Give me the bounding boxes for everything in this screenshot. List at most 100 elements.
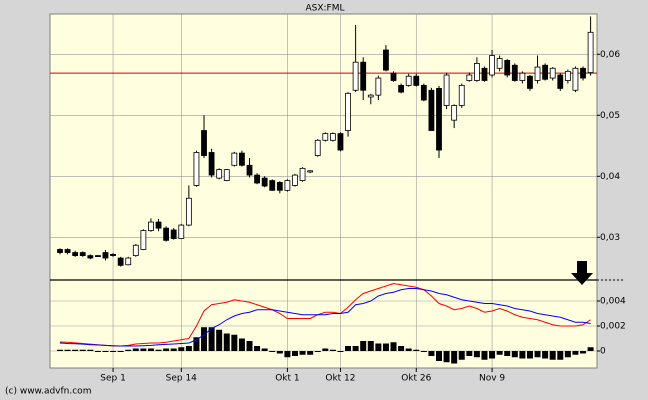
histogram-bar xyxy=(352,346,359,351)
histogram-bar xyxy=(79,349,86,351)
y-tick-label: 0,002 xyxy=(600,322,626,332)
histogram-bar xyxy=(458,351,465,360)
x-tick-label: Okt 12 xyxy=(325,374,355,384)
histogram-bar xyxy=(481,351,488,360)
histogram-bar xyxy=(504,351,511,356)
candle-body xyxy=(466,74,473,81)
candle-body xyxy=(413,75,420,86)
candle-body xyxy=(549,67,556,79)
histogram-bar xyxy=(405,348,412,351)
chart-title: ASX:FML xyxy=(305,4,344,14)
histogram-bar xyxy=(511,351,518,358)
candle-body xyxy=(314,139,321,156)
candle-body xyxy=(57,249,63,253)
histogram-bar xyxy=(390,342,397,351)
x-tick-label: Sep 1 xyxy=(100,374,126,384)
candle-body xyxy=(337,133,344,151)
candle-body xyxy=(322,133,329,141)
histogram-bar xyxy=(443,351,450,363)
y-tick-label: 0,06 xyxy=(600,50,620,60)
histogram-bar xyxy=(367,341,374,351)
histogram-bar xyxy=(284,351,291,358)
candle-body xyxy=(360,61,367,91)
histogram-bar xyxy=(185,346,192,351)
candle-body xyxy=(473,63,480,81)
histogram-bar xyxy=(155,349,162,351)
histogram-bar xyxy=(420,351,427,352)
candle-body xyxy=(276,181,283,191)
candle-body xyxy=(163,227,170,241)
histogram-bar xyxy=(110,351,117,352)
histogram-bar xyxy=(413,349,420,351)
candle-body xyxy=(208,152,215,176)
candle-body xyxy=(420,84,427,101)
x-tick-label: Nov 9 xyxy=(479,374,505,384)
histogram-bar xyxy=(238,338,245,351)
histogram-bar xyxy=(261,348,268,351)
arrow-icon xyxy=(571,261,593,285)
candle-body xyxy=(132,244,139,256)
histogram-bar xyxy=(57,349,63,351)
candle-body xyxy=(481,67,488,81)
histogram-bar xyxy=(451,351,458,364)
candle-body xyxy=(193,152,200,186)
histogram-bar xyxy=(345,346,352,351)
candle-body xyxy=(511,64,518,81)
histogram-bar xyxy=(564,351,571,358)
histogram-bar xyxy=(572,351,579,355)
candle-body xyxy=(519,72,526,81)
candle-body xyxy=(580,67,586,79)
candle-body xyxy=(201,130,207,156)
histogram-bar xyxy=(193,337,200,351)
histogram-bar xyxy=(542,351,549,359)
histogram-bar xyxy=(208,327,215,351)
candle-body xyxy=(489,55,495,76)
candle-body xyxy=(299,167,306,181)
histogram-bar xyxy=(94,351,101,352)
histogram-bar xyxy=(496,351,503,355)
histogram-bar xyxy=(382,343,389,351)
candle-body xyxy=(117,257,124,266)
candle-body xyxy=(110,253,116,256)
histogram-bar xyxy=(549,351,556,360)
candle-body xyxy=(367,94,374,98)
histogram-bar xyxy=(534,351,541,358)
candle-body xyxy=(383,49,389,71)
histogram-bar xyxy=(322,348,329,351)
y-tick-label: 0,004 xyxy=(600,297,626,307)
candle-body xyxy=(443,74,450,106)
candle-body xyxy=(405,75,412,86)
candle-body xyxy=(178,224,185,239)
price-panel xyxy=(49,13,598,281)
candle-body xyxy=(284,180,291,191)
candle-body xyxy=(527,75,533,89)
candle-body xyxy=(148,221,154,231)
histogram-bar xyxy=(163,348,170,351)
x-tick-label: Okt 1 xyxy=(275,374,299,384)
histogram-bar xyxy=(291,351,298,356)
histogram-bar xyxy=(254,346,261,351)
candle-body xyxy=(239,152,245,166)
histogram-bar xyxy=(466,351,473,356)
candle-body xyxy=(496,58,503,69)
histogram-bar xyxy=(246,341,253,351)
histogram-bar xyxy=(489,351,496,359)
candle-body xyxy=(170,229,177,239)
candle-body xyxy=(307,170,314,173)
histogram-bar xyxy=(436,351,442,361)
histogram-bar xyxy=(360,341,367,351)
y-tick-label: 0 xyxy=(600,347,606,357)
histogram-bar xyxy=(473,351,480,358)
candle-body xyxy=(572,67,579,91)
histogram-bar xyxy=(299,351,306,355)
candle-body xyxy=(398,84,405,93)
candle-body xyxy=(72,252,79,256)
histogram-bar xyxy=(307,351,314,355)
histogram-bar xyxy=(526,351,533,359)
histogram-bar xyxy=(375,343,382,351)
candle-body xyxy=(451,105,458,121)
candle-body xyxy=(504,59,511,76)
candle-body xyxy=(542,64,549,80)
histogram-bar xyxy=(125,349,132,351)
